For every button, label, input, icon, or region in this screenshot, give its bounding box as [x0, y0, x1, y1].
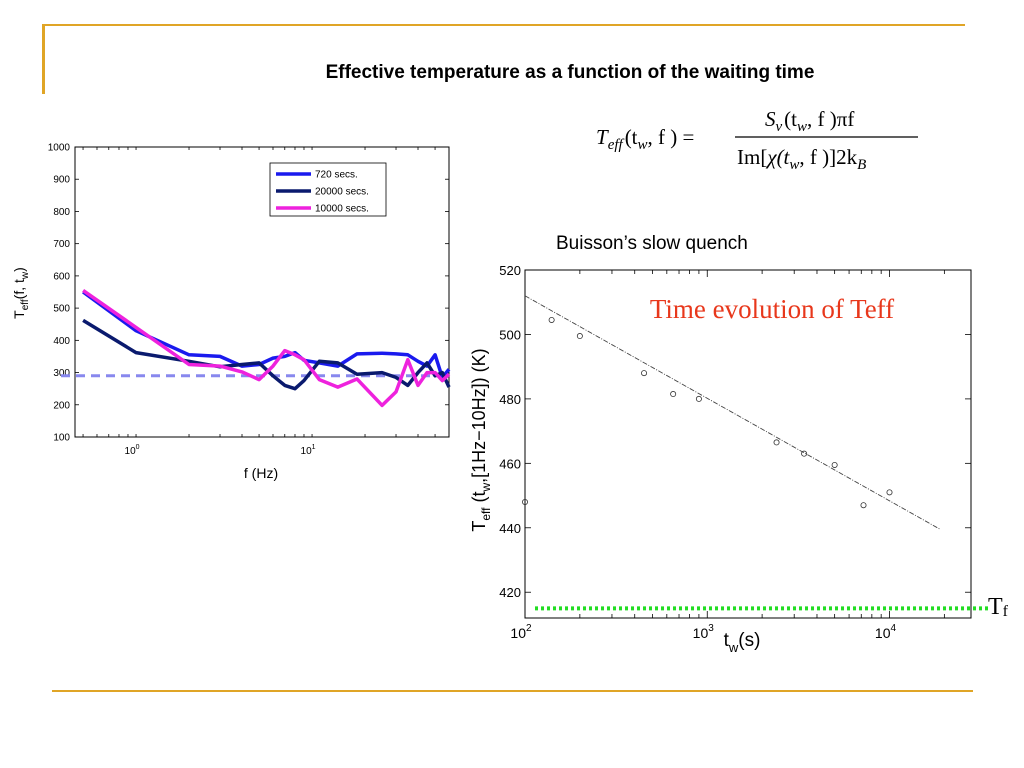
- chart2-y-tick-label: 520: [499, 263, 521, 278]
- chart1-series: [82, 288, 451, 408]
- top-accent-line: [43, 24, 965, 26]
- chart2-data-point: [886, 489, 893, 496]
- chart2-y-tick-label: 460: [499, 456, 521, 471]
- chart2-y-tick-label: 480: [499, 392, 521, 407]
- formula-denominator: Im[χ(tw, f )]2kB: [737, 145, 866, 173]
- chart2-data-point: [801, 450, 808, 457]
- chart2-data-point: [548, 316, 555, 323]
- chart2-y-tick-label: 500: [499, 327, 521, 342]
- chart1-x-tick-base: 10: [301, 446, 313, 457]
- tf-label: Tf: [988, 594, 1008, 620]
- chart1-y-tick-label: 500: [53, 304, 70, 315]
- chart1-legend-label: 10000 secs.: [315, 204, 369, 215]
- chart2-x-tick-exponent: 2: [526, 623, 532, 634]
- chart2-x-tick-base: 10: [510, 625, 526, 641]
- chart2-annotation: Time evolution of Teff: [650, 294, 894, 324]
- chart2-data-point: [670, 391, 677, 398]
- chart1-y-tick-label: 700: [53, 239, 70, 250]
- chart1-series-line-3: [82, 288, 451, 408]
- chart2-data-point: [522, 498, 529, 505]
- chart1-y-tick-label: 300: [53, 368, 70, 379]
- buisson-slow-quench-label: Buisson’s slow quench: [556, 233, 748, 254]
- chart2-y-ticks: 520 500 480 460 440 420: [499, 263, 971, 600]
- chart2-x-tick-label: 102: [510, 623, 532, 641]
- chart1-y-tick-label: 1000: [48, 143, 71, 154]
- chart1-y-tick-label: 900: [53, 175, 70, 186]
- chart1-y-tick-label: 600: [53, 271, 70, 282]
- chart2-y-tick-label: 420: [499, 585, 521, 600]
- chart2-data-point: [860, 502, 867, 509]
- chart2-data-points: [522, 316, 893, 509]
- chart2-x-tick-exponent: 3: [708, 623, 714, 634]
- chart2-data-point: [576, 333, 583, 340]
- chart2-x-tick-exponent: 4: [891, 623, 897, 634]
- chart1-x-tick-label: 101: [301, 444, 316, 457]
- teff-formula: Teff(tw, f ) = Sv(tw, f )πf Im[χ(tw, f )…: [596, 107, 918, 173]
- chart1-legend-label: 720 secs.: [315, 170, 358, 181]
- chart2-frame: [524, 269, 972, 619]
- chart1-legend: 720 secs. 20000 secs. 10000 secs.: [269, 162, 387, 217]
- chart1-x-tick-exponent: 1: [312, 444, 316, 451]
- chart1-x-ticks: 100 101: [125, 444, 316, 457]
- chart2-x-ticks: 102 103 104: [510, 270, 945, 641]
- chart1-y-tick-label: 800: [53, 207, 70, 218]
- chart2-x-tick-label: 104: [875, 623, 897, 641]
- chart1-x-axis-label: f (Hz): [244, 465, 278, 481]
- chart1-y-ticks: 1000 900 800 700 600 500 400 300 200 100: [48, 143, 449, 444]
- chart1-frame: [74, 146, 450, 438]
- chart2-x-tick-label: 103: [693, 623, 715, 641]
- chart1-y-tick-label: 200: [53, 400, 70, 411]
- chart2-data-point: [773, 439, 780, 446]
- chart1-series-line-2: [82, 318, 451, 391]
- chart2-fit-line: [524, 295, 941, 530]
- chart2-y-axis-label: Teff (tw,[1Hz−10Hz]) (K): [469, 348, 493, 531]
- chart1-x-tick-label: 100: [125, 444, 140, 457]
- left-accent-bar: [42, 24, 45, 94]
- chart2-x-tick-base: 10: [875, 625, 891, 641]
- chart2-data-point: [831, 461, 838, 468]
- chart2-y-tick-label: 440: [499, 521, 521, 536]
- chart2-data-point: [641, 370, 648, 377]
- chart1-y-tick-label: 400: [53, 336, 70, 347]
- chart2-x-tick-base: 10: [693, 625, 709, 641]
- chart1-x-tick-exponent: 0: [136, 444, 140, 451]
- chart1-legend-label: 20000 secs.: [315, 187, 369, 198]
- formula-numerator: Sv(tw, f )πf: [765, 107, 854, 135]
- chart1-x-tick-base: 10: [125, 446, 137, 457]
- bottom-accent-line: [52, 690, 973, 692]
- chart1-y-tick-label: 100: [53, 433, 70, 444]
- slide-title: Effective temperature as a function of t…: [325, 62, 815, 83]
- chart1-dotted-grid: [82, 147, 450, 437]
- chart2-data-point: [695, 395, 702, 402]
- chart2-x-axis-label: tw(s): [724, 630, 761, 655]
- chart1-y-axis-label: Teff(f, tw): [11, 267, 31, 319]
- formula-lhs: Teff(tw, f ) =: [596, 125, 694, 153]
